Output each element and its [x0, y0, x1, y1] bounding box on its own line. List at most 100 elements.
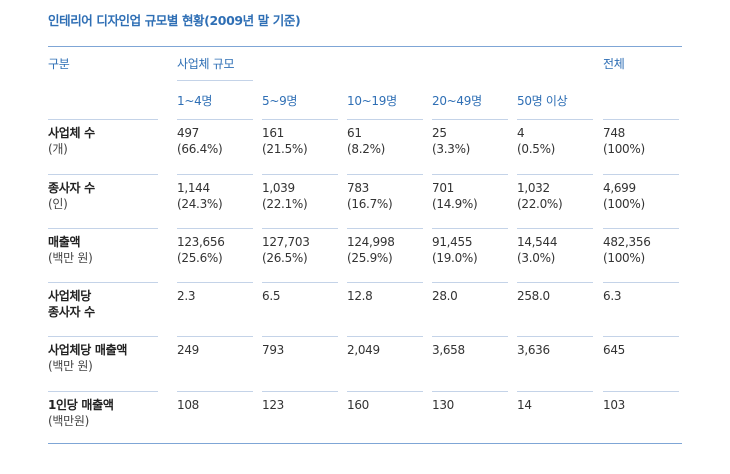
row-rule — [177, 119, 253, 120]
cell-value: 4 — [517, 126, 525, 140]
table-cell: 4,699 (100%) — [603, 180, 645, 212]
row-rule — [517, 336, 593, 337]
cell-percent: (3.3%) — [432, 142, 471, 156]
cell-percent: (22.0%) — [517, 197, 563, 211]
row-rule — [177, 282, 253, 283]
cell-value: 645 — [603, 343, 626, 357]
table-cell: 2,049 — [347, 342, 380, 358]
table-cell: 1,144 (24.3%) — [177, 180, 223, 212]
cell-value: 701 — [432, 181, 455, 195]
table-cell: 14,544 (3.0%) — [517, 234, 558, 266]
table-cell: 6.5 — [262, 288, 280, 304]
cell-percent: (26.5%) — [262, 251, 308, 265]
cell-value: 123 — [262, 398, 285, 412]
row-label-main: 매출액 — [48, 235, 81, 249]
table-cell: 28.0 — [432, 288, 458, 304]
row-label-sub: (백만 원) — [48, 251, 93, 265]
row-rule — [177, 336, 253, 337]
row-label: 사업체 수 (개) — [48, 125, 95, 157]
cell-percent: (25.9%) — [347, 251, 393, 265]
row-label-sub: (백만원) — [48, 414, 89, 428]
table-cell: 2.3 — [177, 288, 195, 304]
row-rule — [347, 336, 423, 337]
table-cell: 258.0 — [517, 288, 550, 304]
cell-value: 14 — [517, 398, 532, 412]
table-cell: 748 (100%) — [603, 125, 645, 157]
row-rule — [603, 119, 679, 120]
row-rule — [347, 391, 423, 392]
table-cell: 793 — [262, 342, 284, 358]
cell-percent: (22.1%) — [262, 197, 308, 211]
row-rule — [432, 174, 508, 175]
row-label: 사업체당 매출액 (백만 원) — [48, 342, 127, 374]
row-rule — [517, 391, 593, 392]
row-label-main: 사업체 수 — [48, 126, 95, 140]
table-cell: 25 (3.3%) — [432, 125, 470, 157]
table-cell: 14 — [517, 397, 532, 413]
cell-value: 793 — [262, 343, 285, 357]
cell-percent: (3.0%) — [517, 251, 556, 265]
row-rule — [48, 282, 158, 283]
cell-value: 103 — [603, 398, 626, 412]
table-cell: 160 — [347, 397, 369, 413]
table-cell: 127,703 (26.5%) — [262, 234, 310, 266]
table-cell: 4 (0.5%) — [517, 125, 555, 157]
cell-value: 4,699 — [603, 181, 636, 195]
table-cell: 124,998 (25.9%) — [347, 234, 395, 266]
header-group-rule — [177, 80, 253, 81]
cell-value: 1,032 — [517, 181, 550, 195]
row-rule — [603, 174, 679, 175]
row-rule — [262, 119, 338, 120]
table-bottom-rule — [48, 443, 682, 444]
row-rule — [432, 282, 508, 283]
row-rule — [517, 282, 593, 283]
cell-value: 28.0 — [432, 289, 458, 303]
row-label-sub: (인) — [48, 197, 68, 211]
row-label-sub: 종사자 수 — [48, 305, 95, 319]
cell-value: 2.3 — [177, 289, 196, 303]
header-size-group: 사업체 규모 — [177, 57, 235, 71]
cell-percent: (66.4%) — [177, 142, 223, 156]
table-cell: 12.8 — [347, 288, 373, 304]
row-rule — [347, 228, 423, 229]
row-rule — [177, 228, 253, 229]
cell-percent: (21.5%) — [262, 142, 308, 156]
cell-value: 12.8 — [347, 289, 373, 303]
cell-value: 6.3 — [603, 289, 622, 303]
row-rule — [262, 391, 338, 392]
cell-percent: (24.3%) — [177, 197, 223, 211]
header-size-50-plus: 50명 이상 — [517, 94, 568, 108]
cell-value: 482,356 — [603, 235, 651, 249]
cell-percent: (8.2%) — [347, 142, 386, 156]
cell-value: 249 — [177, 343, 200, 357]
row-label-main: 사업체당 매출액 — [48, 343, 128, 357]
header-size-1-4: 1~4명 — [177, 94, 213, 108]
cell-value: 748 — [603, 126, 626, 140]
header-category: 구분 — [48, 57, 70, 71]
cell-percent: (100%) — [603, 197, 645, 211]
row-rule — [347, 119, 423, 120]
row-rule — [177, 174, 253, 175]
cell-percent: (100%) — [603, 251, 645, 265]
cell-value: 497 — [177, 126, 200, 140]
table-cell: 91,455 (19.0%) — [432, 234, 478, 266]
row-label-sub: (백만 원) — [48, 359, 93, 373]
cell-percent: (0.5%) — [517, 142, 556, 156]
row-label-main: 1인당 매출액 — [48, 398, 114, 412]
row-rule — [48, 336, 158, 337]
row-rule — [177, 391, 253, 392]
row-rule — [432, 228, 508, 229]
row-rule — [603, 282, 679, 283]
row-label: 종사자 수 (인) — [48, 180, 95, 212]
row-rule — [432, 336, 508, 337]
row-rule — [432, 119, 508, 120]
row-rule — [603, 228, 679, 229]
cell-percent: (14.9%) — [432, 197, 478, 211]
row-rule — [262, 174, 338, 175]
cell-value: 3,658 — [432, 343, 465, 357]
header-total: 전체 — [603, 57, 625, 71]
header-size-20-49: 20~49명 — [432, 94, 482, 108]
table-cell: 123 — [262, 397, 284, 413]
table-cell: 6.3 — [603, 288, 621, 304]
table-top-rule — [48, 46, 682, 47]
